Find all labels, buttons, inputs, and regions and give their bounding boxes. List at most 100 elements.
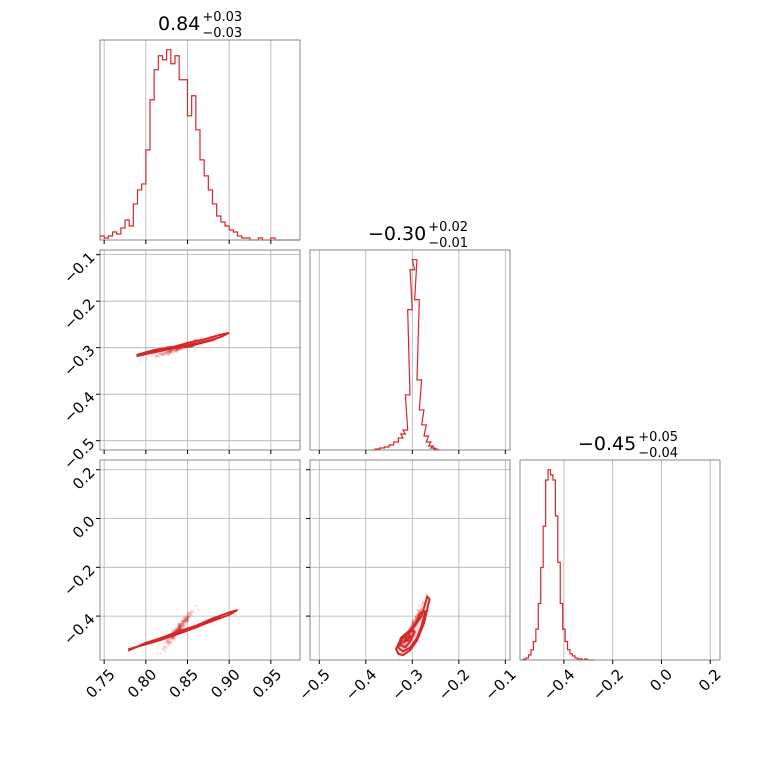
scatter-point (185, 619, 189, 623)
scatter-point (177, 627, 181, 630)
scatter-point (418, 608, 422, 612)
scatter-point (165, 350, 169, 354)
scatter-point (168, 350, 172, 354)
scatter-point (164, 351, 167, 355)
scatter-point (166, 352, 169, 355)
scatter-point (166, 638, 169, 641)
scatter-point (177, 626, 180, 630)
scatter-point (414, 617, 418, 620)
scatter-point (413, 619, 417, 623)
scatter-point (181, 620, 185, 623)
scatter-point (190, 610, 194, 613)
scatter-point (191, 610, 195, 613)
scatter-point (158, 352, 162, 356)
scatter-point (173, 635, 176, 639)
scatter-point (187, 614, 191, 618)
scatter-point (187, 619, 190, 623)
scatter-point (186, 619, 189, 623)
scatter-point (161, 352, 165, 356)
scatter-point (186, 615, 190, 619)
scatter-point (174, 628, 178, 632)
scatter-point (186, 614, 190, 618)
scatter-point (177, 622, 181, 625)
scatter-point (177, 627, 180, 630)
scatter-point (420, 604, 423, 608)
scatter-point (184, 618, 188, 622)
scatter-point (412, 619, 416, 623)
x-tick-label: −0.5 (295, 665, 333, 703)
scatter-point (181, 619, 185, 623)
scatter-point (178, 625, 182, 629)
scatter-point (169, 349, 172, 353)
scatter-point (416, 610, 420, 614)
title-value: −0.30 (368, 223, 426, 245)
scatter-point (185, 618, 188, 621)
scatter-point (174, 629, 177, 632)
scatter-point (168, 351, 171, 355)
scatter-point (171, 349, 175, 353)
scatter-point (182, 620, 186, 624)
scatter-point (179, 624, 182, 628)
scatter-point (411, 618, 414, 622)
histogram-1 (370, 259, 441, 451)
scatter-point (155, 354, 159, 357)
scatter-point (164, 351, 167, 355)
scatter-point (169, 638, 173, 641)
contour-2 (399, 628, 416, 649)
scatter-point (180, 622, 184, 626)
scatter-point (172, 636, 176, 639)
scatter-point (170, 637, 173, 641)
scatter-point (183, 617, 187, 621)
scatter-point (154, 352, 158, 356)
scatter-point (182, 619, 186, 623)
scatter-point (165, 639, 168, 643)
scatter-point (178, 348, 181, 351)
scatter-point (185, 618, 188, 622)
x-tick-label: 0.80 (124, 665, 160, 701)
scatter-point (152, 353, 155, 357)
scatter-point (185, 617, 189, 621)
scatter-point (178, 624, 181, 627)
scatter-point (416, 608, 419, 612)
scatter-point (183, 615, 187, 618)
contour-3 (401, 635, 412, 644)
scatter-point (188, 611, 192, 615)
scatter-point (186, 615, 190, 619)
scatter-point (181, 624, 184, 627)
scatter-point (180, 623, 183, 627)
scatter-point (187, 613, 191, 617)
scatter-point (187, 612, 190, 615)
scatter-point (171, 638, 175, 641)
panel-2-1 (309, 459, 511, 661)
scatter-point (167, 353, 171, 356)
scatter-point (162, 352, 165, 356)
scatter-point (166, 640, 170, 644)
panel-frame (99, 459, 301, 661)
scatter-point (166, 351, 170, 354)
scatter-point (411, 621, 414, 625)
scatter-point (172, 636, 175, 640)
scatter-point (167, 350, 170, 354)
panel-1-1: −0.30 +0.02−0.01 (309, 220, 511, 451)
scatter-point (408, 633, 411, 636)
scatter-point (175, 349, 178, 352)
scatter-point (177, 624, 181, 628)
scatter-point (180, 619, 183, 623)
scatter-point (185, 616, 189, 620)
scatter-point (416, 612, 420, 616)
scatter-point (165, 640, 169, 643)
scatter-point (177, 625, 181, 628)
scatter-point (417, 609, 421, 612)
scatter-point (415, 614, 418, 617)
scatter-point (414, 617, 418, 620)
scatter-point (181, 620, 185, 624)
scatter-point (160, 353, 163, 356)
scatter-point (162, 648, 166, 651)
scatter-point (181, 623, 184, 627)
panel-1-0 (99, 249, 301, 451)
scatter-point (169, 349, 172, 353)
x-tick-label: 0.90 (207, 665, 243, 701)
scatter-point (178, 622, 182, 626)
scatter-point (417, 609, 420, 612)
